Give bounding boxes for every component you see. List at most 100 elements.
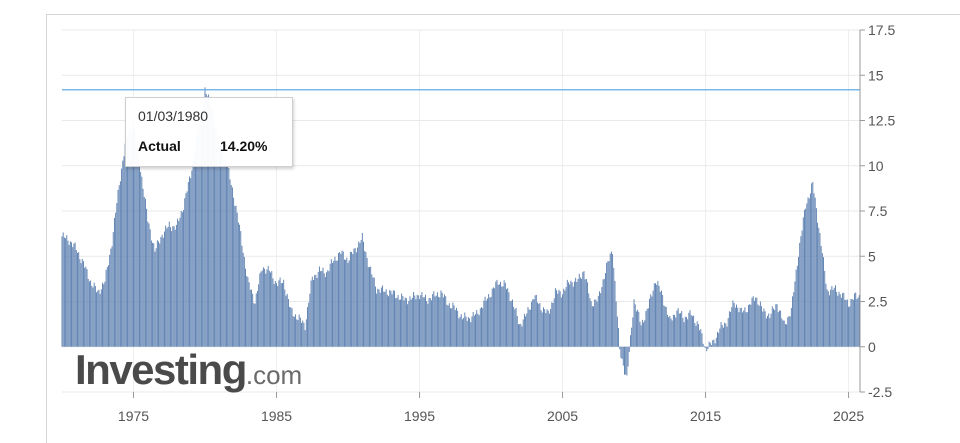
bar[interactable] — [442, 297, 444, 347]
bar[interactable] — [118, 185, 120, 347]
bar[interactable] — [589, 298, 591, 347]
bar[interactable] — [438, 296, 440, 347]
bar[interactable] — [652, 290, 654, 347]
bar[interactable] — [570, 280, 572, 347]
bar[interactable] — [94, 285, 96, 347]
bar[interactable] — [326, 272, 328, 347]
bar[interactable] — [450, 308, 451, 347]
bar[interactable] — [92, 287, 94, 347]
bar[interactable] — [489, 297, 491, 347]
bar[interactable] — [610, 251, 612, 347]
bar[interactable] — [270, 272, 272, 347]
bar[interactable] — [757, 304, 759, 347]
bar[interactable] — [687, 319, 689, 347]
bar[interactable] — [359, 243, 361, 347]
bar[interactable] — [352, 254, 354, 347]
bar[interactable] — [749, 304, 751, 347]
bar[interactable] — [212, 116, 214, 347]
bar[interactable] — [239, 224, 241, 347]
bar[interactable] — [825, 283, 827, 347]
bar[interactable] — [691, 316, 693, 347]
bar[interactable] — [85, 266, 87, 347]
bar[interactable] — [802, 217, 804, 347]
bar[interactable] — [569, 284, 571, 347]
bar[interactable] — [722, 327, 724, 347]
bar[interactable] — [834, 285, 836, 347]
bar[interactable] — [593, 306, 594, 347]
bar[interactable] — [660, 290, 662, 347]
bar[interactable] — [649, 298, 651, 347]
bar[interactable] — [69, 241, 71, 347]
bar[interactable] — [803, 209, 805, 347]
bar[interactable] — [395, 298, 397, 347]
bar[interactable] — [143, 196, 145, 347]
bar[interactable] — [551, 302, 553, 347]
bar[interactable] — [80, 263, 82, 347]
bar[interactable] — [646, 308, 648, 347]
bar[interactable] — [608, 261, 610, 347]
bar[interactable] — [360, 240, 362, 347]
bar[interactable] — [133, 121, 134, 347]
bar[interactable] — [342, 251, 344, 347]
bar[interactable] — [563, 288, 565, 347]
bar[interactable] — [452, 302, 454, 347]
bar[interactable] — [377, 288, 379, 347]
bar[interactable] — [777, 312, 779, 347]
bar[interactable] — [543, 307, 544, 347]
bar[interactable] — [587, 282, 589, 347]
bar[interactable] — [448, 303, 450, 347]
bar[interactable] — [315, 274, 317, 347]
bar[interactable] — [725, 323, 727, 347]
bar[interactable] — [456, 307, 457, 347]
bar[interactable] — [215, 128, 217, 347]
bar[interactable] — [323, 273, 325, 347]
bar[interactable] — [75, 250, 77, 347]
bar[interactable] — [460, 314, 462, 347]
bar[interactable] — [292, 316, 294, 347]
bar[interactable] — [225, 164, 227, 347]
bar[interactable] — [559, 291, 561, 347]
bar[interactable] — [307, 307, 308, 347]
bar[interactable] — [84, 267, 86, 347]
bar[interactable] — [328, 271, 330, 347]
bar[interactable] — [709, 342, 711, 347]
bar[interactable] — [533, 299, 535, 347]
bar[interactable] — [88, 281, 90, 347]
bar[interactable] — [469, 318, 471, 347]
bar[interactable] — [204, 87, 206, 347]
bar[interactable] — [568, 282, 569, 347]
bar[interactable] — [625, 346, 627, 375]
bar[interactable] — [144, 198, 146, 347]
bar[interactable] — [246, 275, 248, 347]
bar[interactable] — [247, 277, 249, 347]
bar[interactable] — [796, 265, 798, 347]
bar[interactable] — [77, 252, 78, 347]
bar[interactable] — [581, 278, 583, 347]
bar[interactable] — [260, 271, 262, 347]
bar[interactable] — [299, 317, 301, 347]
bar[interactable] — [122, 160, 124, 347]
bar[interactable] — [604, 273, 606, 347]
bar[interactable] — [594, 299, 596, 347]
bar[interactable] — [576, 282, 578, 347]
bar[interactable] — [558, 289, 560, 347]
bar[interactable] — [522, 319, 524, 347]
bar[interactable] — [651, 296, 653, 347]
bar[interactable] — [759, 301, 761, 347]
bar[interactable] — [354, 247, 356, 347]
bar[interactable] — [241, 245, 243, 347]
bar[interactable] — [164, 231, 165, 347]
bar[interactable] — [206, 96, 208, 347]
bar[interactable] — [441, 292, 443, 347]
bar[interactable] — [590, 301, 592, 347]
bar[interactable] — [371, 274, 373, 347]
bar[interactable] — [512, 299, 513, 347]
bar[interactable] — [401, 293, 403, 347]
bar[interactable] — [280, 283, 282, 347]
bar[interactable] — [411, 297, 413, 347]
bar[interactable] — [482, 308, 484, 347]
bar[interactable] — [187, 181, 189, 347]
bar[interactable] — [618, 328, 620, 347]
bar[interactable] — [63, 237, 65, 347]
bar[interactable] — [190, 178, 192, 347]
